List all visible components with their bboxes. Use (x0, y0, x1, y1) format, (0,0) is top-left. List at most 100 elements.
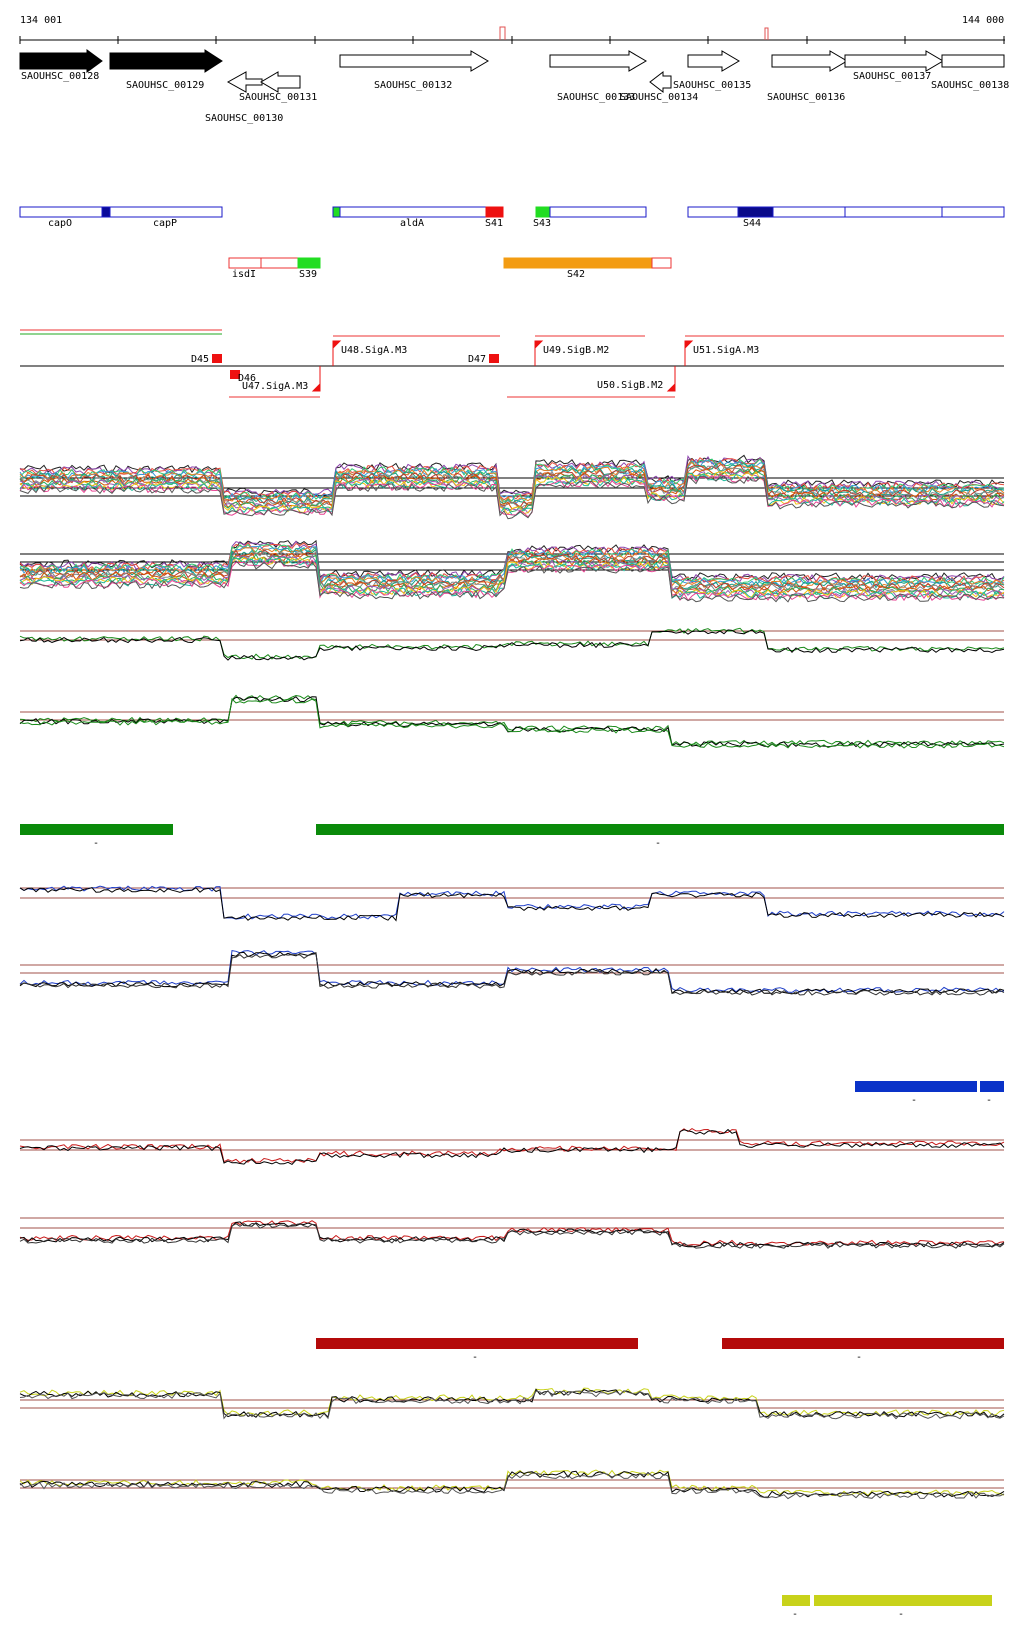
regulatory-track: D45 D46 U47.SigA.M3 U48.SigA.M3 D47 U49.… (20, 329, 1004, 398)
feature-label: S39 (299, 269, 317, 280)
feature-label: capP (153, 218, 177, 229)
gene-arrow[interactable] (549, 50, 647, 72)
expression-profile (19, 560, 1005, 603)
gene-arrow[interactable] (226, 71, 263, 93)
gene-arrow[interactable] (19, 49, 103, 73)
gene-arrow[interactable] (687, 50, 740, 72)
segment-mark: - (856, 1352, 862, 1363)
gene-label: SAOUHSC_00134 (620, 92, 698, 103)
expression-profile (19, 550, 1005, 593)
ruler-end-label: 144 000 (962, 15, 1004, 26)
expression-profile (19, 468, 1005, 513)
expression-plot-yellow-minus (19, 1469, 1005, 1500)
segment-track-yellow: - - (782, 1595, 992, 1620)
expression-profile (19, 953, 1005, 996)
expression-profile (19, 1470, 1005, 1498)
segment-mark: - (472, 1352, 478, 1363)
regulatory-label: U47.SigA.M3 (242, 381, 308, 392)
gene-label: SAOUHSC_00128 (21, 71, 99, 82)
expression-profile (19, 552, 1005, 595)
regulatory-label: U48.SigA.M3 (341, 345, 407, 356)
expression-plot-all-minus (19, 539, 1005, 603)
regulatory-label: U51.SigA.M3 (693, 345, 759, 356)
gene-label: SAOUHSC_00133 (557, 92, 635, 103)
feature-track-2: isdI S39 S42 (228, 257, 672, 280)
expression-profile (19, 558, 1005, 602)
expression-plot-blue-minus (19, 950, 1005, 996)
regulatory-label: D46 (238, 373, 256, 384)
expression-profile (19, 458, 1005, 503)
expression-profile (19, 627, 1005, 660)
expression-profile (19, 1221, 1005, 1248)
expression-profile (19, 1128, 1005, 1166)
gene-label: SAOUHSC_00136 (767, 92, 845, 103)
gene-label: SAOUHSC_00138 (931, 80, 1009, 91)
gene-arrow[interactable] (260, 71, 301, 93)
expression-profile (19, 697, 1005, 749)
expression-profile (19, 475, 1005, 520)
expression-profile (19, 885, 1005, 920)
expression-plot-all-plus (19, 454, 1005, 520)
gene-arrow[interactable] (771, 50, 848, 72)
gene-label: SAOUHSC_00130 (205, 113, 283, 124)
expression-profile (19, 629, 1005, 661)
expression-profile (19, 1387, 1005, 1417)
expression-profile (19, 454, 1005, 498)
feature-label: isdI (232, 269, 256, 280)
gene-arrow[interactable] (649, 70, 672, 94)
gene-label: SAOUHSC_00129 (126, 80, 204, 91)
expression-profile (19, 1220, 1005, 1246)
expression-plot-yellow-plus (19, 1387, 1005, 1420)
expression-profile (19, 474, 1005, 518)
expression-profile (19, 950, 1005, 993)
expression-plot-red-plus (19, 1128, 1005, 1166)
expression-profile (19, 1389, 1005, 1420)
segment-track-green: - - (20, 824, 1004, 849)
expression-profile (19, 1128, 1005, 1164)
expression-profile (19, 549, 1005, 592)
ruler-start-label: 134 001 (20, 15, 62, 26)
gene-label: SAOUHSC_00137 (853, 71, 931, 82)
segment-mark: - (655, 838, 661, 849)
gene-label: SAOUHSC_00131 (239, 92, 317, 103)
expression-plot-red-minus (19, 1217, 1005, 1249)
gene-label: SAOUHSC_00132 (374, 80, 452, 91)
feature-label: S42 (567, 269, 585, 280)
regulatory-label: U50.SigB.M2 (597, 380, 663, 391)
expression-plot-green-minus (19, 694, 1005, 749)
regulatory-label: D45 (191, 354, 209, 365)
expression-plot-green-plus (19, 627, 1005, 661)
segment-track-blue: - - (855, 1081, 1004, 1106)
segment-track-red: - - (316, 1338, 1004, 1363)
gene-arrow[interactable] (339, 50, 489, 72)
segment-mark: - (986, 1095, 992, 1106)
expression-profile (19, 887, 1005, 922)
expression-profile (19, 459, 1005, 505)
expression-profile (19, 557, 1005, 600)
expression-profile (19, 463, 1005, 506)
expression-profile (19, 1222, 1005, 1249)
feature-track-1: capO capP aldA S41 S43 S44 (19, 206, 1005, 229)
expression-profile (19, 1472, 1005, 1500)
gene-box[interactable] (941, 54, 1005, 68)
gene-arrow[interactable] (844, 50, 944, 72)
regulatory-label: U49.SigB.M2 (543, 345, 609, 356)
segment-mark: - (898, 1609, 904, 1620)
expression-profile (19, 1469, 1005, 1497)
feature-label: S43 (533, 218, 551, 229)
feature-label: S44 (743, 218, 761, 229)
regulatory-label: D47 (468, 354, 486, 365)
segment-mark: - (792, 1609, 798, 1620)
gene-track: SAOUHSC_00128 SAOUHSC_00129 SAOUHSC_0013… (19, 49, 1009, 124)
gene-label: SAOUHSC_00135 (673, 80, 751, 91)
feature-label: capO (48, 218, 72, 229)
gene-arrow[interactable] (109, 49, 223, 73)
expression-profile (19, 471, 1005, 516)
feature-label: S41 (485, 218, 503, 229)
feature-label: aldA (400, 218, 424, 229)
expression-plot-blue-plus (19, 885, 1005, 922)
expression-profile (19, 696, 1005, 748)
segment-mark: - (93, 838, 99, 849)
segment-mark: - (911, 1095, 917, 1106)
